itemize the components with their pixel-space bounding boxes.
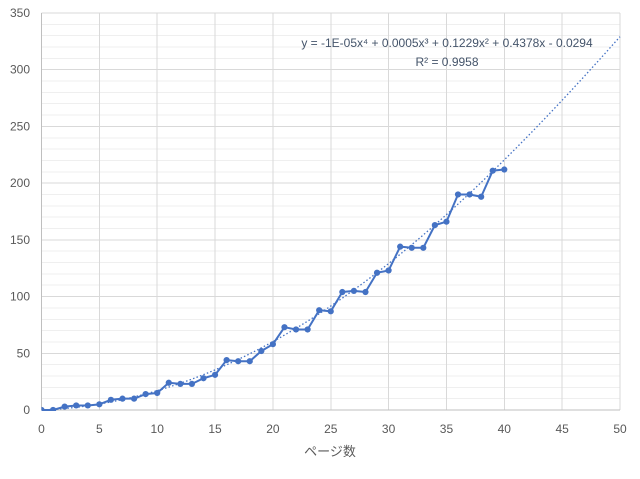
data-point[interactable] — [478, 193, 485, 200]
data-point[interactable] — [431, 222, 438, 229]
data-point[interactable] — [38, 406, 45, 413]
data-point[interactable] — [119, 395, 126, 402]
data-point[interactable] — [96, 401, 103, 408]
data-point[interactable] — [235, 358, 242, 365]
y-tick-label: 100 — [10, 290, 30, 304]
y-tick-label: 0 — [23, 403, 30, 417]
data-point[interactable] — [443, 218, 450, 225]
data-point[interactable] — [292, 326, 300, 333]
x-tick-label: 25 — [324, 422, 338, 436]
trendline[interactable] — [41, 36, 621, 411]
data-point[interactable] — [165, 379, 172, 386]
x-tick-label: 50 — [613, 422, 627, 436]
trendline-r-squared-label[interactable]: R² = 0.9958 — [415, 55, 478, 69]
data-point[interactable] — [107, 396, 115, 403]
data-point[interactable] — [501, 166, 508, 173]
data-point[interactable] — [84, 402, 91, 409]
data-point[interactable] — [188, 380, 196, 388]
data-point[interactable] — [466, 191, 473, 198]
x-tick-label: 20 — [266, 422, 280, 436]
data-point[interactable] — [304, 326, 311, 333]
y-tick-label: 350 — [10, 6, 30, 20]
data-point[interactable] — [154, 389, 161, 397]
axis-lines — [41, 13, 620, 411]
data-point[interactable] — [489, 167, 496, 174]
y-tick-label: 150 — [10, 233, 30, 247]
data-point[interactable] — [350, 287, 357, 294]
data-point[interactable] — [49, 406, 57, 413]
y-tick-label: 200 — [10, 176, 30, 190]
data-point[interactable] — [397, 243, 404, 250]
data-point[interactable] — [420, 244, 427, 251]
data-point[interactable] — [408, 244, 415, 251]
x-tick-label: 35 — [440, 422, 454, 436]
data-point[interactable] — [385, 267, 392, 274]
x-axis-title: ページ数 — [304, 444, 356, 459]
data-point[interactable] — [373, 269, 381, 276]
data-point[interactable] — [73, 402, 80, 409]
x-tick-label: 15 — [208, 422, 222, 436]
trendline-equation-label[interactable]: y = -1E-05x⁴ + 0.0005x³ + 0.1229x² + 0.4… — [301, 36, 593, 50]
x-tick-label: 45 — [555, 422, 569, 436]
y-tick-label: 250 — [10, 119, 30, 133]
data-point[interactable] — [316, 307, 323, 314]
data-point[interactable] — [281, 324, 288, 331]
data-point[interactable] — [211, 371, 219, 378]
x-tick-label: 5 — [96, 422, 103, 436]
y-tick-label: 50 — [17, 346, 31, 360]
data-point[interactable] — [142, 391, 149, 398]
data-point[interactable] — [177, 380, 184, 388]
data-point[interactable] — [339, 288, 346, 296]
data-point[interactable] — [223, 356, 230, 364]
data-point[interactable] — [454, 191, 462, 198]
data-point[interactable] — [246, 358, 253, 365]
data-point[interactable] — [200, 375, 207, 382]
major-gridlines — [41, 12, 621, 411]
x-tick-label: 30 — [382, 422, 396, 436]
data-point[interactable] — [258, 347, 265, 355]
data-point[interactable] — [327, 308, 334, 315]
data-point[interactable] — [130, 395, 138, 402]
y-tick-label: 300 — [10, 63, 30, 77]
data-point[interactable] — [362, 288, 369, 296]
tick-labels: 0 50 100 150 200 250 300 350 0 5 10 15 20 25 30 35 40 45 5… — [10, 6, 627, 436]
x-tick-label: 10 — [151, 422, 165, 436]
x-tick-label: 0 — [38, 422, 45, 436]
data-point[interactable] — [61, 403, 68, 410]
data-point[interactable] — [269, 341, 276, 348]
x-tick-label: 40 — [498, 422, 512, 436]
